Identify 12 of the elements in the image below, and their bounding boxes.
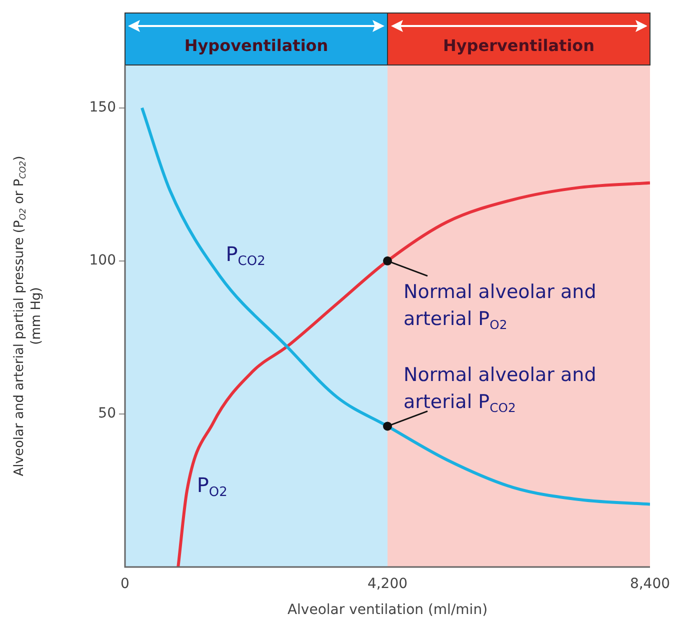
x-axis-title: Alveolar ventilation (ml/min) bbox=[287, 602, 488, 618]
x-tick-label: 8,400 bbox=[630, 576, 670, 592]
text: Alveolar and arterial partial pressure (PO2 or PCO2) (mm Hg) bbox=[12, 156, 44, 476]
band-label: Hypoventilation bbox=[184, 36, 328, 56]
y-tick-label: 100 bbox=[89, 252, 116, 269]
y-tick-label: 150 bbox=[89, 99, 116, 116]
line-series bbox=[140, 106, 650, 506]
y-tick-label: 50 bbox=[98, 406, 116, 422]
x-tick-label: 4,200 bbox=[367, 576, 408, 592]
line-series bbox=[176, 181, 650, 567]
x-tick-label: 0 bbox=[120, 576, 130, 592]
band-label: Hyperventilation bbox=[442, 36, 595, 56]
